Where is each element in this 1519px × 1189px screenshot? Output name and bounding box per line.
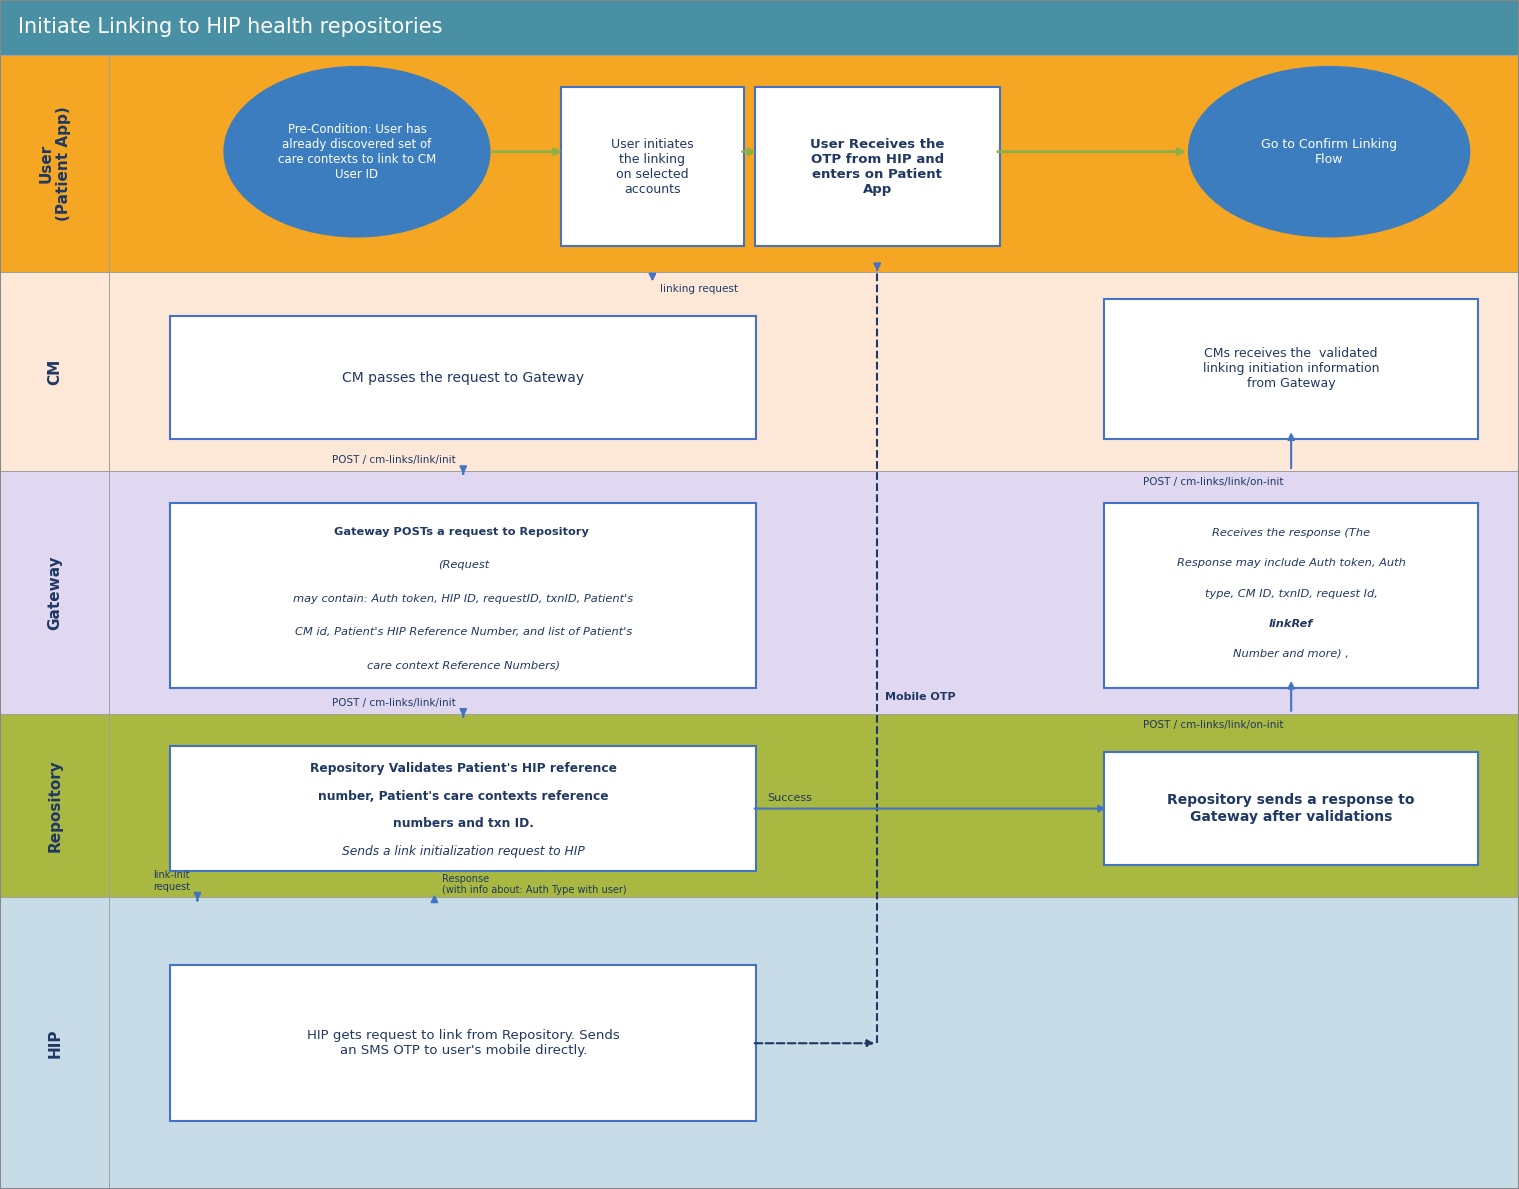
Text: Repository sends a response to
Gateway after validations: Repository sends a response to Gateway a… (1168, 793, 1414, 824)
Text: Initiate Linking to HIP health repositories: Initiate Linking to HIP health repositor… (18, 18, 442, 37)
Text: care context Reference Numbers): care context Reference Numbers) (366, 661, 561, 671)
FancyBboxPatch shape (0, 898, 109, 1189)
Text: number, Patient's care contexts reference: number, Patient's care contexts referenc… (317, 789, 609, 803)
Text: Repository Validates Patient's HIP reference: Repository Validates Patient's HIP refer… (310, 762, 617, 775)
FancyBboxPatch shape (561, 87, 744, 246)
FancyBboxPatch shape (109, 713, 1519, 898)
Text: linking request: linking request (659, 284, 738, 295)
FancyBboxPatch shape (0, 272, 109, 471)
FancyBboxPatch shape (109, 272, 1519, 471)
Text: CM id, Patient's HIP Reference Number, and list of Patient's: CM id, Patient's HIP Reference Number, a… (295, 627, 632, 637)
FancyBboxPatch shape (170, 503, 756, 687)
FancyBboxPatch shape (755, 87, 1000, 246)
FancyBboxPatch shape (1104, 298, 1478, 439)
FancyBboxPatch shape (0, 713, 109, 898)
FancyBboxPatch shape (170, 746, 756, 872)
Text: POST / cm-links/link/init: POST / cm-links/link/init (333, 698, 456, 707)
Text: User initiates
the linking
on selected
accounts: User initiates the linking on selected a… (611, 138, 694, 195)
Text: POST / cm-links/link/init: POST / cm-links/link/init (333, 455, 456, 465)
Text: Gateway POSTs a request to Repository: Gateway POSTs a request to Repository (334, 527, 592, 536)
Text: CMs receives the  validated
linking initiation information
from Gateway: CMs receives the validated linking initi… (1203, 347, 1379, 390)
Text: Receives the response (The: Receives the response (The (1212, 528, 1370, 539)
Text: Sends a link initialization request to HIP: Sends a link initialization request to H… (342, 844, 585, 857)
Text: Response
(with info about: Auth Type with user): Response (with info about: Auth Type wit… (442, 874, 627, 895)
Text: link-init
request: link-init request (153, 870, 190, 892)
FancyBboxPatch shape (1104, 503, 1478, 687)
FancyBboxPatch shape (170, 316, 756, 439)
Text: POST / cm-links/link/on-init: POST / cm-links/link/on-init (1144, 719, 1284, 730)
FancyBboxPatch shape (109, 898, 1519, 1189)
Text: Success: Success (767, 793, 813, 803)
FancyBboxPatch shape (0, 55, 109, 272)
Text: Gateway: Gateway (47, 555, 62, 630)
Text: User Receives the
OTP from HIP and
enters on Patient
App: User Receives the OTP from HIP and enter… (810, 138, 945, 195)
Text: linkRef: linkRef (1268, 618, 1314, 629)
Text: POST / cm-links/link/on-init: POST / cm-links/link/on-init (1144, 477, 1284, 487)
Text: Response may include Auth token, Auth: Response may include Auth token, Auth (1177, 559, 1405, 568)
Ellipse shape (225, 67, 489, 237)
FancyBboxPatch shape (0, 0, 1519, 55)
FancyBboxPatch shape (0, 471, 109, 713)
Text: Pre-Condition: User has
already discovered set of
care contexts to link to CM
Us: Pre-Condition: User has already discover… (278, 122, 436, 181)
Text: Repository: Repository (47, 760, 62, 853)
FancyBboxPatch shape (1104, 751, 1478, 866)
Text: Go to Confirm Linking
Flow: Go to Confirm Linking Flow (1261, 138, 1397, 165)
FancyBboxPatch shape (109, 55, 1519, 272)
Text: HIP gets request to link from Repository. Sends
an SMS OTP to user's mobile dire: HIP gets request to link from Repository… (307, 1030, 620, 1057)
FancyBboxPatch shape (109, 471, 1519, 713)
Text: numbers and txn ID.: numbers and txn ID. (393, 817, 533, 830)
Text: User
(Patient App): User (Patient App) (38, 106, 71, 221)
Ellipse shape (1188, 67, 1469, 237)
Text: HIP: HIP (47, 1028, 62, 1058)
Text: type, CM ID, txnID, request Id,: type, CM ID, txnID, request Id, (1205, 589, 1378, 598)
Text: may contain: Auth token, HIP ID, requestID, txnID, Patient's: may contain: Auth token, HIP ID, request… (293, 593, 633, 604)
Text: CM passes the request to Gateway: CM passes the request to Gateway (342, 371, 585, 385)
Text: CM: CM (47, 359, 62, 385)
Text: Mobile OTP: Mobile OTP (884, 692, 955, 702)
Text: (Request: (Request (437, 560, 489, 571)
FancyBboxPatch shape (170, 965, 756, 1121)
Text: Number and more) ,: Number and more) , (1233, 649, 1349, 659)
